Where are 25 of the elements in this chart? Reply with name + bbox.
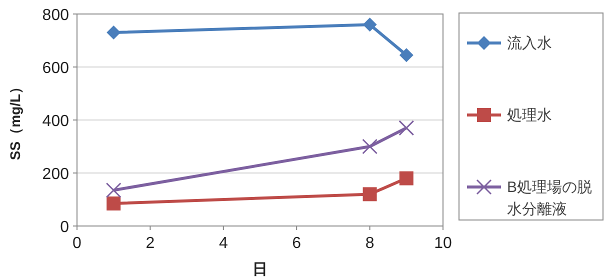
- point: [399, 171, 414, 186]
- y-axis-title: SS（mg/L）: [7, 80, 23, 160]
- point: [362, 18, 377, 32]
- point: [399, 48, 414, 62]
- x-tick-label: 0: [72, 235, 82, 252]
- y-tick-label: 0: [60, 219, 70, 236]
- y-tick-label: 400: [42, 113, 70, 130]
- point: [106, 26, 121, 40]
- y-tick-label: 200: [42, 166, 70, 183]
- y-tick-label: 800: [42, 7, 70, 24]
- x-tick-label: 8: [365, 235, 374, 252]
- point: [362, 187, 377, 202]
- x-tick-label: 4: [218, 235, 228, 252]
- point: [362, 138, 378, 154]
- legend-label: 流入水: [507, 35, 552, 52]
- legend-label: B処理場の脱水分離液: [507, 179, 592, 218]
- y-tick-label: 600: [42, 60, 70, 77]
- x-tick-label: 6: [292, 235, 302, 252]
- point: [106, 182, 122, 198]
- x-tick-label: 2: [146, 235, 155, 252]
- point: [398, 120, 414, 136]
- x-axis-title: 日: [252, 261, 268, 278]
- point: [106, 196, 121, 210]
- x-tick-label: 10: [434, 235, 452, 252]
- legend-label: 処理水: [507, 107, 552, 124]
